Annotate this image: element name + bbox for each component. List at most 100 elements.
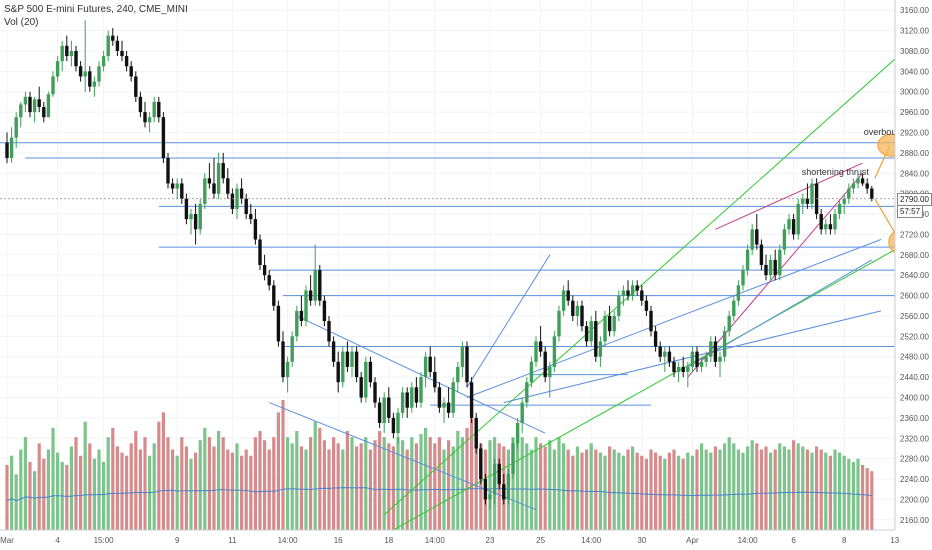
candle-body xyxy=(101,56,106,67)
candle xyxy=(157,96,161,123)
candle-body xyxy=(157,101,161,118)
candle xyxy=(658,341,662,362)
candle-body xyxy=(166,157,170,184)
candle-body xyxy=(299,310,304,322)
candle-body xyxy=(428,356,432,373)
candle-body xyxy=(414,387,419,403)
candle xyxy=(359,372,363,403)
volume-bar xyxy=(272,437,276,530)
candle-body xyxy=(732,300,736,316)
candle-body xyxy=(520,402,524,423)
volume-bar xyxy=(336,443,340,530)
candle xyxy=(810,178,814,209)
price-axis-bg xyxy=(895,0,932,550)
horizontal-levels xyxy=(0,142,895,406)
candle-body xyxy=(667,351,672,362)
candle-body xyxy=(759,244,764,265)
candle xyxy=(304,285,308,327)
volume-bar xyxy=(465,427,469,530)
candle xyxy=(92,76,97,97)
candle-body xyxy=(341,351,345,383)
candle-body xyxy=(713,341,718,362)
price-tick-label: 3040.00 xyxy=(900,67,929,76)
time-tick-label: 30 xyxy=(637,536,646,545)
candle-body xyxy=(129,66,133,77)
candle xyxy=(65,35,69,62)
volume-bar xyxy=(769,452,773,530)
candle xyxy=(607,305,612,337)
candle xyxy=(129,61,133,82)
candle xyxy=(281,331,285,383)
candle xyxy=(101,50,106,72)
trendline xyxy=(383,244,905,536)
candle xyxy=(184,193,189,225)
time-tick-label: Apr xyxy=(686,536,699,545)
annotation-shortening-thrust: shortening thrust xyxy=(802,167,870,177)
candle xyxy=(598,336,603,367)
candle-body xyxy=(111,35,115,41)
price-tick-label: 2880.00 xyxy=(900,149,929,158)
candle xyxy=(111,28,115,46)
candle xyxy=(382,392,386,434)
candle xyxy=(46,91,51,118)
trendline xyxy=(715,162,863,230)
candle xyxy=(74,45,78,72)
candle xyxy=(732,295,736,322)
volume-bar xyxy=(221,437,225,530)
candle-body xyxy=(709,341,713,357)
volume-bar xyxy=(244,449,248,530)
candle-body xyxy=(83,71,87,77)
candle-body xyxy=(640,290,644,301)
volume-bar xyxy=(69,446,73,530)
volume-bar xyxy=(516,427,520,530)
price-tick-label: 2960.00 xyxy=(900,108,929,117)
volume-bar xyxy=(654,452,658,530)
volume-bar xyxy=(548,440,552,530)
volume-bar xyxy=(115,446,119,530)
volume-bar xyxy=(870,471,874,530)
candle-body xyxy=(837,203,842,215)
volume-bar xyxy=(833,449,837,530)
volume-bar xyxy=(617,452,621,530)
candle-body xyxy=(37,99,41,108)
candle-body xyxy=(354,351,359,378)
candle-body xyxy=(451,382,455,413)
candle xyxy=(778,244,782,281)
candle xyxy=(460,341,465,378)
candle-body xyxy=(801,198,805,204)
candle xyxy=(534,336,538,367)
volume-bar xyxy=(746,446,750,530)
candle xyxy=(672,356,676,378)
candle xyxy=(451,377,455,418)
volume-bar xyxy=(217,430,221,530)
volume-bar xyxy=(290,443,294,530)
volume-bar xyxy=(207,437,211,530)
volume-bar xyxy=(318,427,322,530)
candle-body xyxy=(824,224,828,230)
candle-body xyxy=(575,305,580,316)
candle-body xyxy=(603,315,607,342)
volume-bar xyxy=(79,455,83,530)
volume-bar xyxy=(631,446,635,530)
volume-bar xyxy=(322,440,326,530)
candle xyxy=(322,295,327,327)
candle xyxy=(207,163,212,189)
candle-body xyxy=(653,331,658,347)
candle-body xyxy=(672,361,676,373)
candle xyxy=(42,101,46,123)
volume-bar xyxy=(161,412,165,530)
candle xyxy=(253,208,258,245)
candle xyxy=(364,356,368,403)
volume-bar xyxy=(166,437,170,530)
candle-body xyxy=(419,377,423,403)
volume-bar xyxy=(42,458,46,530)
candle-body xyxy=(161,117,166,158)
price-tick-label: 2600.00 xyxy=(900,292,929,301)
candle xyxy=(594,310,598,362)
volume-bar xyxy=(332,437,336,530)
candle xyxy=(681,356,685,378)
candle xyxy=(308,275,313,306)
trendline xyxy=(466,239,882,398)
candle-body xyxy=(308,290,313,301)
